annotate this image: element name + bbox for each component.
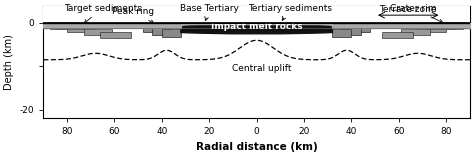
Polygon shape bbox=[67, 26, 95, 32]
Polygon shape bbox=[401, 29, 429, 35]
X-axis label: Radial distance (km): Radial distance (km) bbox=[196, 142, 318, 152]
Text: Tertiary sediments: Tertiary sediments bbox=[248, 4, 332, 20]
Polygon shape bbox=[44, 6, 470, 42]
Text: Peak ring: Peak ring bbox=[112, 7, 155, 23]
Polygon shape bbox=[83, 29, 112, 35]
Text: Crater rim: Crater rim bbox=[390, 4, 443, 23]
Polygon shape bbox=[51, 24, 76, 29]
Polygon shape bbox=[418, 26, 446, 32]
Polygon shape bbox=[437, 24, 463, 29]
Text: Impact melt rocks: Impact melt rocks bbox=[211, 22, 302, 31]
Polygon shape bbox=[427, 23, 465, 29]
Polygon shape bbox=[342, 26, 361, 35]
Polygon shape bbox=[181, 24, 332, 34]
Polygon shape bbox=[48, 23, 86, 29]
Polygon shape bbox=[181, 23, 332, 25]
Text: Central uplift: Central uplift bbox=[232, 64, 291, 73]
Text: Base Tertiary: Base Tertiary bbox=[180, 4, 238, 20]
Polygon shape bbox=[100, 32, 131, 38]
Polygon shape bbox=[143, 24, 162, 32]
Text: Target sediments: Target sediments bbox=[64, 4, 142, 23]
Polygon shape bbox=[382, 32, 413, 38]
Y-axis label: Depth (km): Depth (km) bbox=[4, 34, 14, 90]
Polygon shape bbox=[351, 24, 370, 32]
Polygon shape bbox=[152, 26, 171, 35]
Polygon shape bbox=[332, 29, 351, 37]
Polygon shape bbox=[162, 29, 181, 37]
Text: Terrace zone: Terrace zone bbox=[380, 5, 437, 14]
